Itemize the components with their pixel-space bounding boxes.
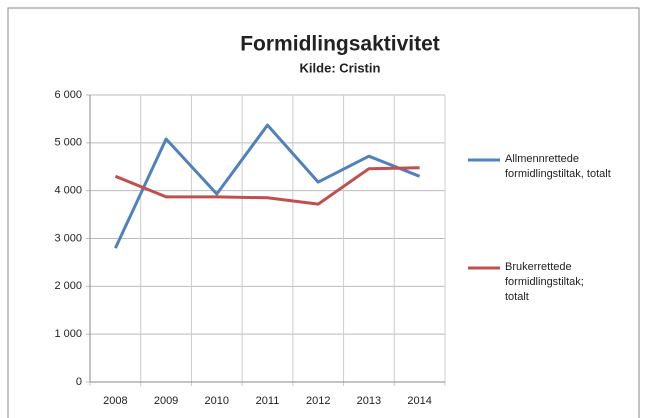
y-tick-label: 0 xyxy=(76,376,82,388)
series-line xyxy=(114,166,420,206)
legend-label: Allmennrettede formidlingstiltak, totalt xyxy=(505,153,611,180)
y-tick-label: 3 000 xyxy=(54,232,82,244)
y-tick-label: 6 000 xyxy=(54,89,82,101)
x-tick-label: 2012 xyxy=(306,395,330,407)
chart-border xyxy=(7,7,640,418)
y-tick-label: 4 000 xyxy=(54,185,82,197)
y-tick-label: 1 000 xyxy=(54,328,82,340)
x-tick-label: 2013 xyxy=(357,395,381,407)
chart-subtitle: Kilde: Cristin xyxy=(300,60,381,75)
y-tick-label: 2 000 xyxy=(54,280,82,292)
x-tick-label: 2009 xyxy=(154,395,178,407)
legend-label: Brukerrettede formidlingstiltak; totalt xyxy=(505,261,584,303)
y-tick-label: 5 000 xyxy=(54,137,82,149)
x-tick-label: 2008 xyxy=(103,395,127,407)
x-tick-label: 2014 xyxy=(407,395,431,407)
series-line xyxy=(114,123,421,249)
chart-title: Formidlingsaktivitet xyxy=(240,33,440,56)
x-tick-label: 2010 xyxy=(205,395,229,407)
x-tick-label: 2011 xyxy=(256,395,280,407)
